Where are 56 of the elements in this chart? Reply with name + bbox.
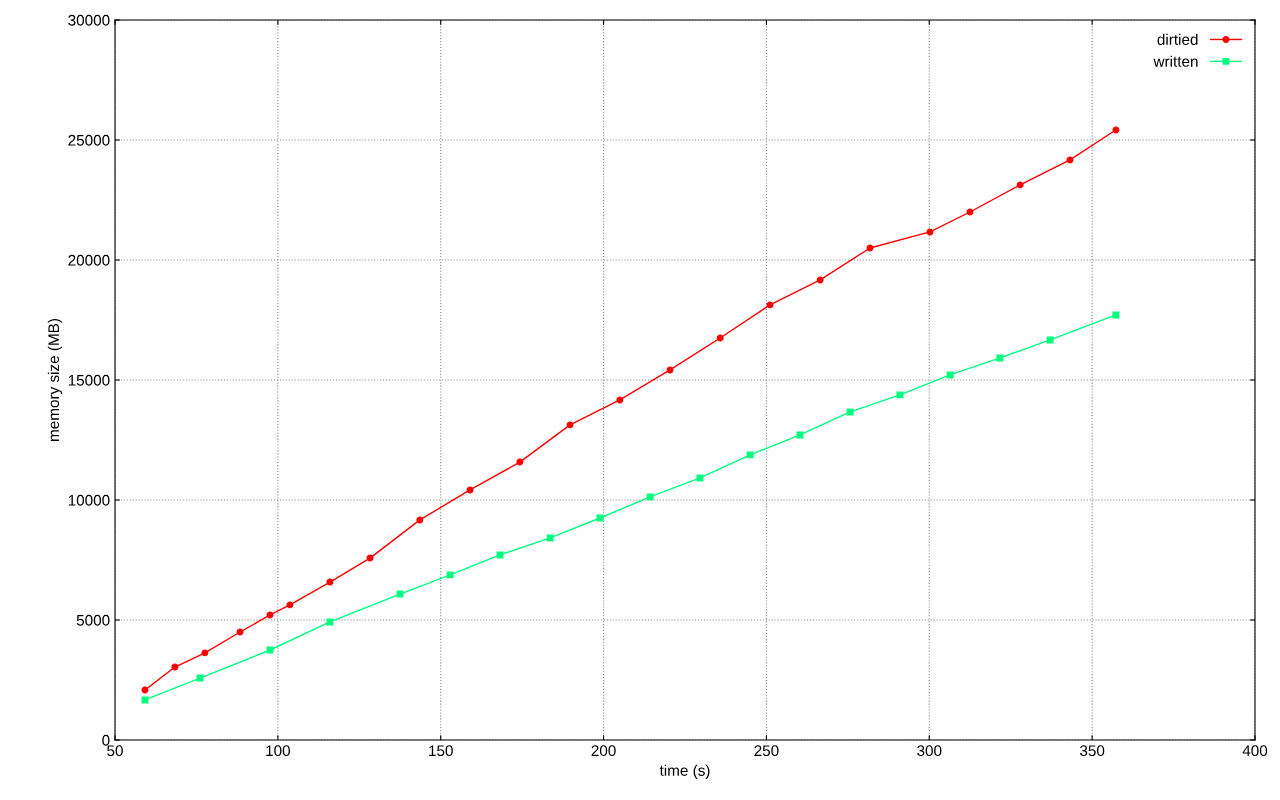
y-tick-label: 5000 [76,614,110,626]
point [201,649,209,657]
point [466,486,474,494]
point [141,686,149,694]
point [646,493,654,501]
point [546,534,554,542]
point [766,301,774,309]
legend-label: dirtied [1157,33,1198,45]
point [196,674,204,682]
point [926,228,934,236]
x-tick-label: 100 [266,745,291,757]
point [1046,336,1054,344]
x-tick-label: 50 [107,745,123,757]
x-tick-label: 200 [591,745,616,757]
point [496,551,504,559]
point [746,451,754,459]
point [1112,126,1120,134]
point [616,396,624,404]
x-tick-label: 400 [1242,745,1268,757]
y-tick-label: 30000 [68,14,110,26]
y-tick-label: 20000 [68,254,110,266]
x-tick-label: 300 [917,745,942,757]
point [1066,156,1074,164]
point [171,663,179,671]
y-tick-label: 15000 [68,374,110,386]
point [141,696,149,704]
point [666,366,674,374]
y-tick-label: 10000 [68,494,110,506]
x-tick-label: 250 [754,745,779,757]
point [896,391,904,399]
point [716,334,724,342]
x-tick-label: 350 [1079,745,1105,757]
point [816,276,824,284]
point [286,601,294,609]
point [996,354,1004,362]
point [416,516,424,524]
point [796,431,804,439]
point [396,590,404,598]
x-tick-label: 150 [429,745,453,757]
point [326,578,334,586]
y-axis-title: memory size (MB) [47,318,63,441]
legend-label: written [1153,55,1198,67]
x-axis-title: time (s) [659,764,710,779]
point [366,554,374,562]
point [1016,181,1024,189]
point [446,571,454,579]
y-tick-label: 25000 [68,134,110,146]
point [516,458,524,466]
y-tick-label: 0 [102,734,110,746]
point [566,421,574,429]
point [1112,311,1120,319]
point [266,646,274,654]
point [946,371,954,379]
point [846,408,854,416]
point [326,618,334,626]
point [696,474,704,482]
